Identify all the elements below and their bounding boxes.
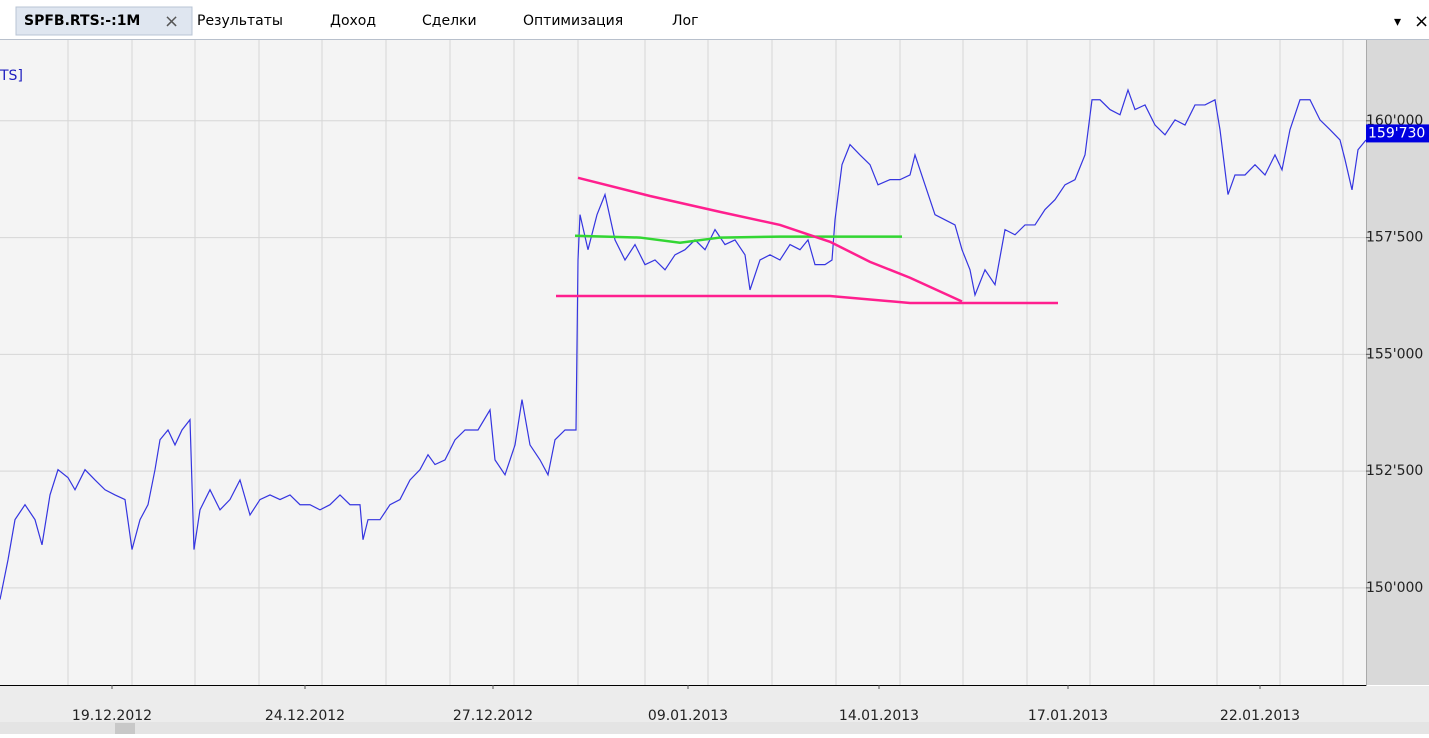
chart-title: TS] — [0, 68, 23, 84]
x-tick-label: 09.01.2013 — [648, 708, 728, 724]
y-tick-label: 157'500 — [1366, 230, 1423, 246]
tab[interactable]: Лог — [672, 13, 698, 29]
x-tick-label: 22.01.2013 — [1220, 708, 1300, 724]
tab-bar — [0, 0, 1429, 40]
x-tick-label: 19.12.2012 — [72, 708, 152, 724]
scroll-thumb[interactable] — [115, 723, 135, 734]
y-tick-label: 155'000 — [1366, 346, 1423, 362]
price-axis — [1366, 40, 1429, 685]
close-icon[interactable]: × — [1414, 11, 1429, 32]
last-price-box — [1366, 124, 1429, 143]
tab[interactable]: SPFB.RTS:-:1M — [24, 13, 140, 29]
x-tick-label: 27.12.2012 — [453, 708, 533, 724]
price-line — [577, 176, 963, 303]
scrollbar[interactable] — [0, 722, 1429, 734]
x-tick-label: 14.01.2013 — [839, 708, 919, 724]
price-line — [574, 234, 902, 244]
price-line — [556, 294, 1058, 305]
tab[interactable]: Доход — [330, 13, 376, 29]
y-tick-label: 152'500 — [1366, 463, 1423, 479]
y-tick-label: 150'000 — [1366, 580, 1423, 596]
tab[interactable]: Результаты — [197, 13, 283, 29]
plot-area — [0, 40, 1366, 685]
price-line — [0, 88, 1367, 600]
tab[interactable]: Оптимизация — [523, 13, 623, 29]
x-tick-label: 24.12.2012 — [265, 708, 345, 724]
date-axis — [0, 686, 1429, 722]
last-price-label: 159'730 — [1368, 125, 1425, 141]
menu-icon[interactable]: ▾ — [1394, 14, 1401, 30]
tab[interactable]: Сделки — [422, 13, 477, 29]
active-tab[interactable] — [15, 6, 193, 36]
close-icon[interactable]: × — [164, 11, 179, 32]
x-tick-label: 17.01.2013 — [1028, 708, 1108, 724]
